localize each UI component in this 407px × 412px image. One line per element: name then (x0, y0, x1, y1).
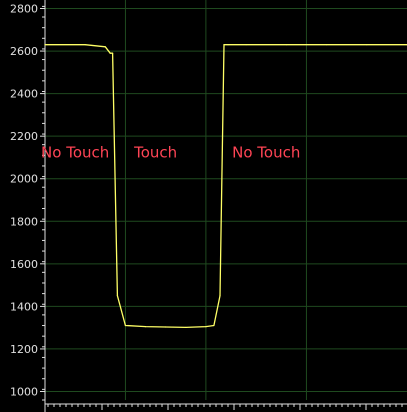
y-tick-label: 1000 (10, 385, 38, 398)
data-point (219, 295, 221, 297)
data-point (213, 324, 215, 327)
y-tick-label: 1400 (10, 300, 38, 313)
y-axis: 1000 1200 1400 1600 1800 2000 2200 2400 2600 2800 (10, 0, 46, 412)
data-point (205, 325, 207, 328)
data-point (124, 324, 127, 327)
data-point (111, 52, 114, 54)
y-tick-label: 2600 (10, 45, 38, 58)
data-point (185, 326, 187, 329)
data-point (84, 44, 86, 46)
data-point (109, 52, 111, 54)
data-point (366, 44, 368, 46)
annotation-label: No Touch (41, 143, 109, 161)
data-point (116, 295, 118, 297)
data-point (44, 44, 46, 46)
y-tick-label: 1800 (10, 215, 38, 228)
data-point (144, 325, 147, 328)
series-layer (44, 44, 407, 329)
x-axis (45, 403, 407, 410)
annotation-label: No Touch (232, 143, 300, 161)
y-tick-label: 2200 (10, 130, 38, 143)
data-point (165, 326, 167, 328)
grid-layer (45, 0, 407, 400)
y-tick-label: 1200 (10, 343, 38, 356)
data-point (285, 44, 287, 46)
data-point (325, 44, 328, 46)
y-tick-label: 2000 (10, 173, 38, 186)
data-point (223, 44, 225, 46)
annotation-label: Touch (133, 143, 177, 161)
data-point (227, 44, 229, 46)
data-point (104, 46, 106, 48)
y-tick-label: 2400 (10, 88, 38, 101)
y-tick-label: 2800 (10, 3, 38, 16)
data-point (245, 44, 247, 46)
annotation-layer: No Touch Touch No Touch (41, 143, 300, 161)
y-tick-label: 1600 (10, 258, 38, 271)
